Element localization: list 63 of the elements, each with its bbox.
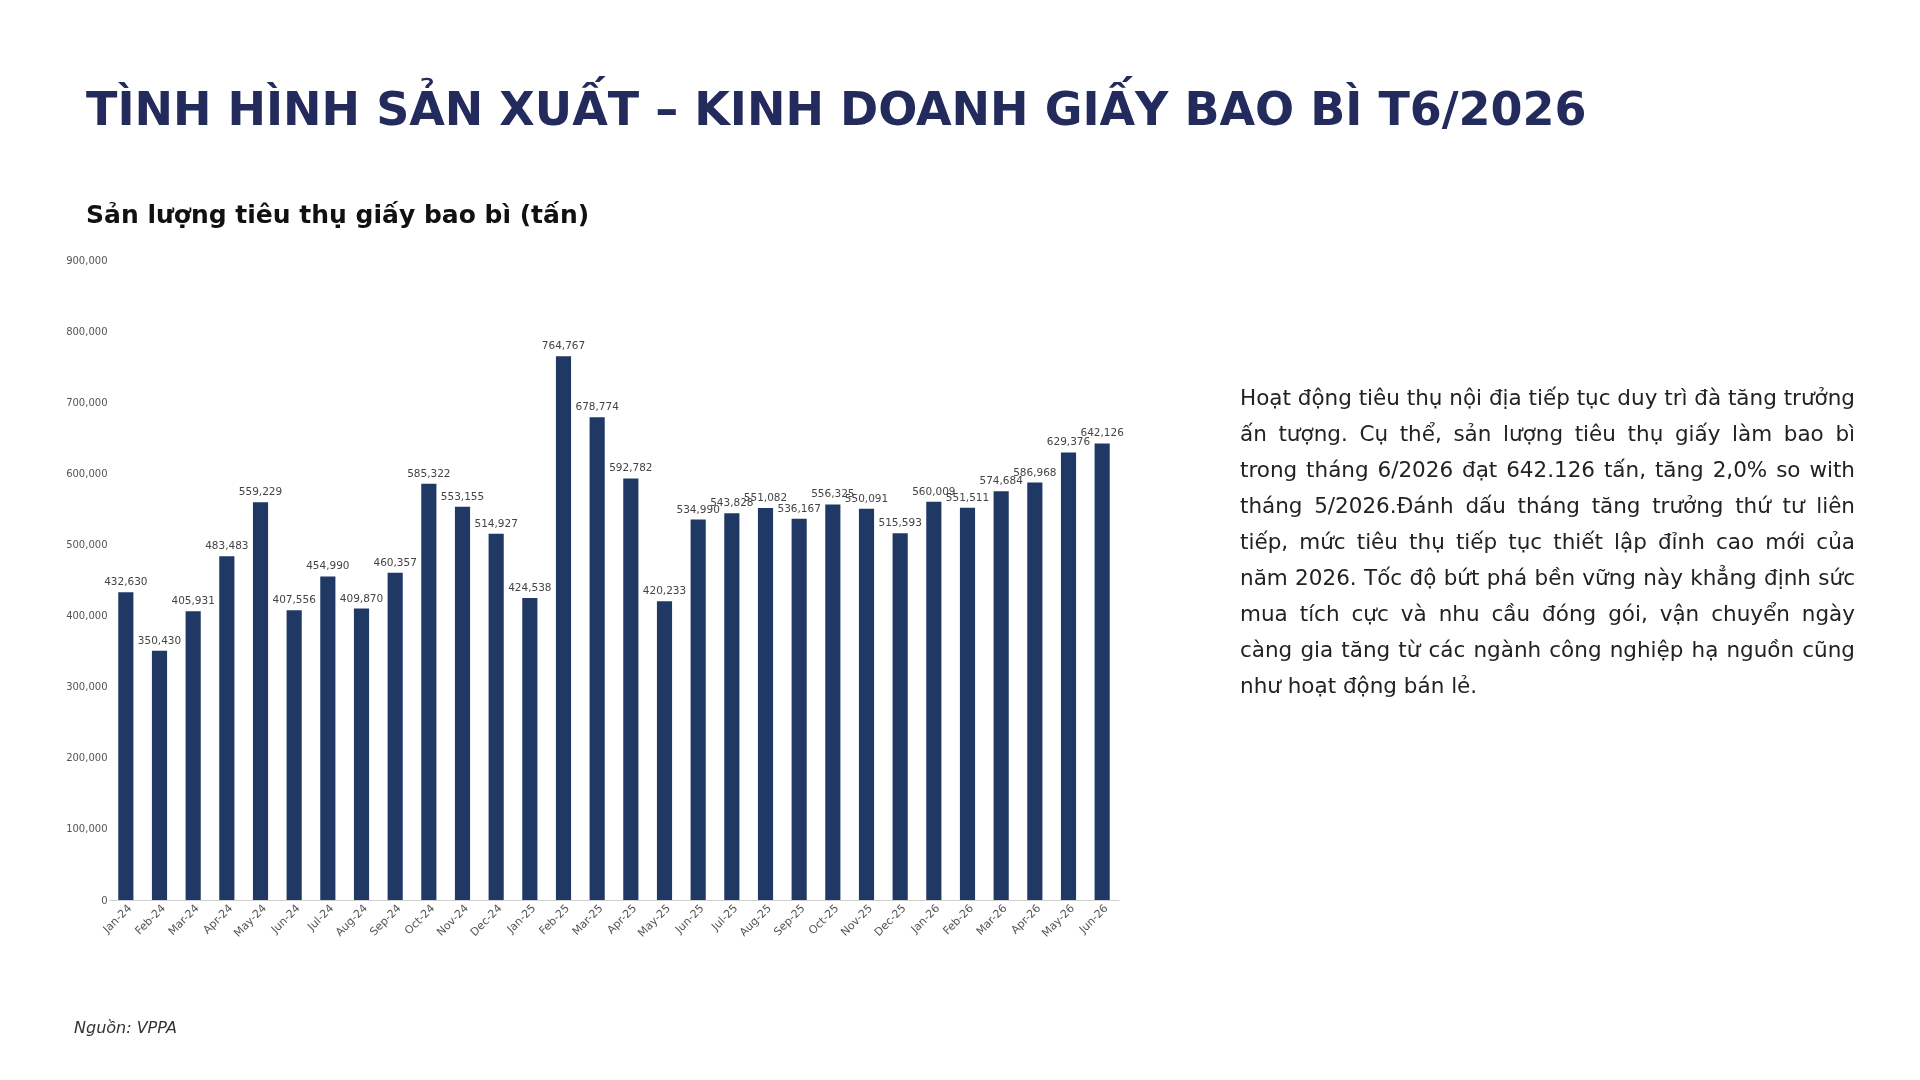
data-label: 514,927 — [474, 516, 518, 529]
y-tick-label: 100,000 — [66, 823, 108, 835]
data-label: 592,782 — [609, 461, 653, 474]
data-label: 553,155 — [440, 489, 485, 502]
data-label: 424,538 — [508, 581, 552, 594]
data-label: 409,870 — [339, 591, 384, 604]
data-label: 559,229 — [238, 485, 283, 498]
bar — [555, 356, 572, 900]
bar — [151, 650, 168, 900]
bar — [252, 502, 269, 900]
y-tick-label: 900,000 — [66, 254, 108, 266]
bar — [623, 478, 639, 900]
bar — [286, 610, 302, 900]
y-tick-label: 700,000 — [66, 396, 108, 408]
data-label: 407,556 — [272, 593, 317, 606]
bar — [690, 519, 706, 900]
data-label: 483,483 — [205, 539, 249, 552]
y-tick-label: 800,000 — [66, 325, 108, 337]
data-label: 678,774 — [575, 400, 620, 413]
bar — [1027, 482, 1043, 900]
bar — [892, 533, 908, 900]
bar — [825, 504, 841, 900]
y-tick-label: 500,000 — [66, 538, 108, 550]
text: Nguồn: VPPA — [74, 1018, 178, 1037]
bar — [926, 501, 942, 900]
data-label: 515,593 — [878, 516, 922, 529]
data-label: 460,357 — [373, 555, 417, 568]
data-label: 432,630 — [104, 575, 148, 588]
bar — [522, 598, 538, 900]
bar — [589, 417, 605, 900]
bar — [993, 491, 1009, 900]
data-label: 405,931 — [171, 594, 215, 607]
bar — [387, 572, 403, 900]
data-label: 420,233 — [642, 584, 687, 597]
bar — [959, 507, 976, 900]
bar — [454, 506, 471, 900]
y-tick-label: 300,000 — [66, 681, 108, 693]
y-tick-label: 600,000 — [66, 467, 108, 479]
bar — [488, 533, 504, 900]
data-label: 585,322 — [407, 466, 451, 479]
bar — [185, 611, 201, 900]
bar — [320, 576, 336, 900]
bar — [353, 608, 370, 900]
bar — [656, 601, 673, 900]
bar — [724, 513, 740, 900]
bar — [858, 508, 875, 900]
data-label: 350,430 — [137, 633, 182, 646]
bar — [791, 518, 807, 900]
y-tick-label: 200,000 — [66, 752, 108, 764]
y-tick-label: 400,000 — [66, 610, 108, 622]
chart-subtitle: Sản lượng tiêu thụ giấy bao bì (tấn) — [86, 200, 590, 229]
data-label: 536,167 — [777, 501, 821, 514]
y-tick-label: 0 — [101, 894, 108, 906]
data-label: 764,767 — [541, 339, 586, 352]
bar — [1060, 452, 1077, 900]
bar — [1094, 443, 1110, 900]
bar — [219, 556, 235, 900]
data-label: 629,376 — [1046, 435, 1091, 448]
bar — [118, 592, 134, 900]
data-label: 454,990 — [306, 559, 350, 572]
text: Hoạt động tiêu thụ nội địa tiếp tục duy trì đà tăng trưởng ấn tượng. Cụ thể, sản lượng tiêu thụ giấy làm bao bì trong tháng 6/2026 đạt 642.126 tấn, tăng 2,0% so with tháng 5/2026.Đánh dấu tháng tăng trưởng thứ tư liên tiếp, mức tiêu thụ tiếp tục thiết lập đỉnh cao mới của năm 2026. Tốc độ bứt phá bền vững này khẳng định sức mua tích cực và nhu cầu đóng gói, vận chuyển ngày càng gia tăng từ các ngành công nghiệp hạ nguồn cũng như hoạt động bán lẻ. — [1240, 385, 1855, 698]
bar — [757, 508, 774, 900]
bar — [421, 483, 437, 900]
